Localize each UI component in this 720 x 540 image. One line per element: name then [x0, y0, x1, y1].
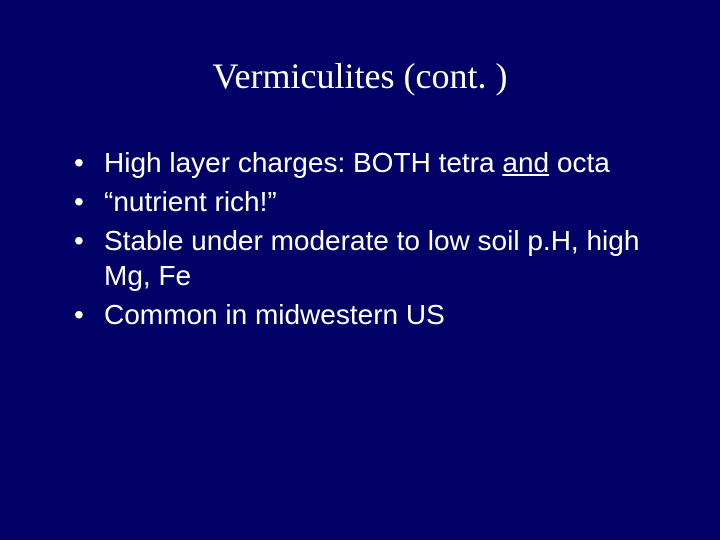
bullet-text-pre: Stable under moderate to low soil p.H, h…: [104, 225, 639, 291]
bullet-text-underlined: and: [502, 147, 549, 178]
bullet-text-pre: “nutrient rich!”: [104, 186, 277, 217]
bullet-text-pre: Common in midwestern US: [104, 299, 445, 330]
list-item: High layer charges: BOTH tetra and octa: [70, 145, 670, 180]
list-item: Stable under moderate to low soil p.H, h…: [70, 223, 670, 293]
bullet-list: High layer charges: BOTH tetra and octa …: [50, 145, 670, 332]
list-item: Common in midwestern US: [70, 297, 670, 332]
slide: Vermiculites (cont. ) High layer charges…: [0, 0, 720, 540]
bullet-text-pre: High layer charges: BOTH tetra: [104, 147, 502, 178]
bullet-text-post: octa: [549, 147, 610, 178]
list-item: “nutrient rich!”: [70, 184, 670, 219]
slide-title: Vermiculites (cont. ): [50, 55, 670, 97]
